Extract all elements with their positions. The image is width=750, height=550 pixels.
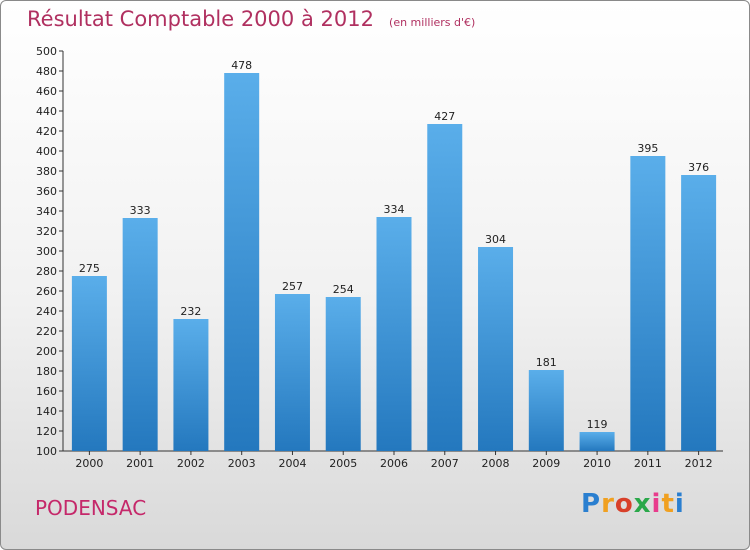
bar — [427, 124, 463, 451]
x-tick-label: 2012 — [685, 457, 713, 470]
value-label: 254 — [333, 283, 354, 296]
y-tick-label: 480 — [36, 65, 57, 78]
y-tick-label: 400 — [36, 145, 57, 158]
y-tick-label: 100 — [36, 445, 57, 458]
x-tick-label: 2001 — [126, 457, 154, 470]
value-label: 257 — [282, 280, 303, 293]
y-tick-label: 460 — [36, 85, 57, 98]
logo-letter: i — [674, 489, 685, 519]
logo-letter: x — [633, 489, 652, 519]
y-tick-label: 160 — [36, 385, 57, 398]
y-tick-label: 440 — [36, 105, 57, 118]
value-label: 181 — [536, 356, 557, 369]
bar — [478, 247, 514, 451]
x-tick-label: 2006 — [380, 457, 408, 470]
chart-title-main: Résultat Comptable 2000 à 2012 — [27, 7, 374, 31]
x-tick-label: 2002 — [177, 457, 205, 470]
value-label: 427 — [434, 110, 455, 123]
value-label: 333 — [130, 204, 151, 217]
x-tick-label: 2010 — [583, 457, 611, 470]
proxiti-logo: Proxiti — [581, 489, 685, 519]
y-tick-label: 260 — [36, 285, 57, 298]
logo-letter: P — [581, 489, 602, 519]
bar — [528, 370, 564, 451]
bar — [376, 217, 412, 451]
value-label: 304 — [485, 233, 506, 246]
bar — [71, 276, 107, 451]
y-tick-label: 200 — [36, 345, 57, 358]
bar — [274, 294, 310, 451]
y-tick-label: 500 — [36, 45, 57, 58]
value-label: 395 — [637, 142, 658, 155]
bars — [71, 73, 717, 451]
bar — [681, 175, 717, 451]
x-tick-label: 2004 — [278, 457, 306, 470]
y-tick-label: 420 — [36, 125, 57, 138]
bar — [630, 156, 666, 451]
axes: 100 120 140 160 180 200 220 240 260 280 300 320 340 3… — [36, 45, 723, 470]
value-label: 478 — [231, 59, 252, 72]
value-labels: 275 333 232 478 257 254 334 427 304 181 119 395 376 — [79, 59, 709, 431]
x-tick-label: 2005 — [329, 457, 357, 470]
y-tick-label: 140 — [36, 405, 57, 418]
x-tick-label: 2009 — [532, 457, 560, 470]
x-tick-label: 2011 — [634, 457, 662, 470]
y-tick-label: 240 — [36, 305, 57, 318]
x-tick-label: 2000 — [75, 457, 103, 470]
bar — [224, 73, 260, 451]
y-tick-label: 120 — [36, 425, 57, 438]
chart-subtitle: (en milliers d'€) — [389, 16, 476, 29]
y-tick-label: 340 — [36, 205, 57, 218]
x-tick-label: 2008 — [482, 457, 510, 470]
x-tick-label: 2003 — [228, 457, 256, 470]
y-tick-label: 280 — [36, 265, 57, 278]
logo-letter: t — [661, 489, 675, 519]
chart-title: Résultat Comptable 2000 à 2012 (en milli… — [27, 7, 475, 31]
value-label: 275 — [79, 262, 100, 275]
bar — [325, 297, 361, 451]
bar — [579, 432, 615, 451]
y-tick-label: 320 — [36, 225, 57, 238]
value-label: 334 — [384, 203, 405, 216]
y-tick-label: 180 — [36, 365, 57, 378]
bar — [122, 218, 158, 451]
value-label: 232 — [180, 305, 201, 318]
logo-letter: i — [651, 489, 662, 519]
logo-letter: r — [601, 489, 615, 519]
value-label: 119 — [587, 418, 608, 431]
value-label: 376 — [688, 161, 709, 174]
y-tick-label: 360 — [36, 185, 57, 198]
logo-letter: o — [614, 489, 634, 519]
bar — [173, 319, 209, 451]
y-tick-label: 220 — [36, 325, 57, 338]
y-tick-label: 380 — [36, 165, 57, 178]
y-tick-label: 300 — [36, 245, 57, 258]
commune-name: PODENSAC — [35, 496, 147, 520]
x-tick-label: 2007 — [431, 457, 459, 470]
